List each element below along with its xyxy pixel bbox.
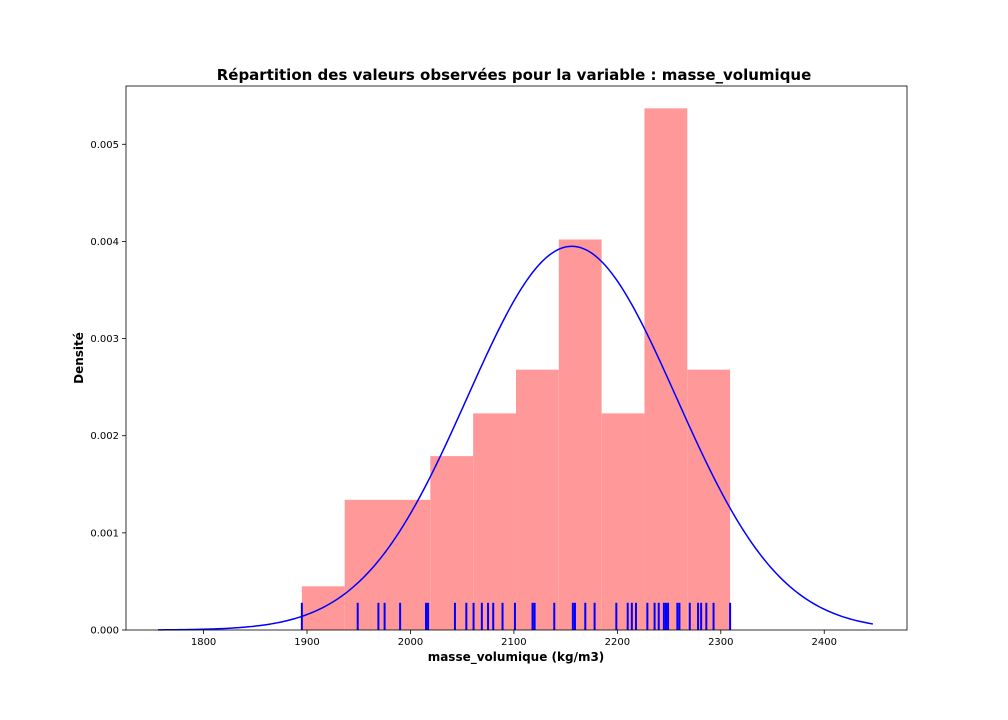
x-axis-label: masse_volumique (kg/m3) — [428, 650, 605, 665]
y-tick-label: 0.002 — [90, 431, 119, 442]
y-axis-ticks: 0.000 0.001 0.002 0.003 0.004 0.005 — [90, 140, 126, 637]
x-tick-label: 2200 — [605, 637, 630, 648]
histogram-bars — [301, 108, 731, 631]
plot-frame — [125, 85, 908, 631]
density-curve — [158, 245, 873, 631]
x-tick-label: 2000 — [398, 637, 423, 648]
histogram-bar — [515, 369, 559, 630]
x-axis-ticks: 1800 1900 2000 2100 2200 2300 2400 — [191, 630, 837, 648]
y-tick-label: 0.004 — [90, 237, 119, 248]
histogram-bar — [344, 499, 388, 630]
x-tick-label: 2300 — [708, 637, 733, 648]
y-tick-label: 0.001 — [90, 528, 119, 539]
histogram-bar — [387, 499, 431, 630]
histogram-bar — [644, 108, 688, 631]
y-axis-label: Densité — [72, 332, 86, 384]
y-tick-label: 0.000 — [90, 626, 119, 637]
histogram-bar — [601, 413, 645, 630]
histogram-bar — [473, 413, 516, 630]
chart-title: Répartition des valeurs observées pour l… — [217, 66, 812, 84]
histogram-bar — [687, 369, 731, 630]
histogram-bar — [430, 456, 474, 630]
y-tick-label: 0.005 — [90, 140, 119, 151]
x-tick-label: 1800 — [191, 637, 216, 648]
x-tick-label: 2100 — [501, 637, 526, 648]
rug-marks — [300, 602, 732, 630]
histogram-bar — [558, 239, 602, 630]
y-tick-label: 0.003 — [90, 334, 119, 345]
x-tick-label: 1900 — [294, 637, 319, 648]
x-tick-label: 2400 — [812, 637, 837, 648]
